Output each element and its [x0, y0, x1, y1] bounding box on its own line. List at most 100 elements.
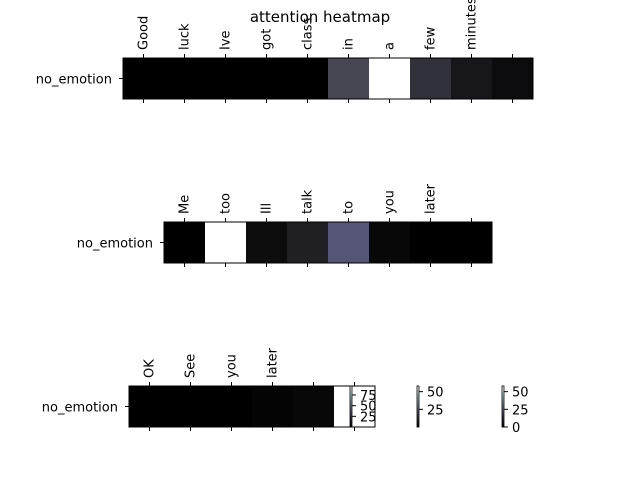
heatmap-panel-2: Me too Ill talk to you later no_emotion: [77, 183, 493, 267]
x-tick-label: class: [301, 18, 316, 50]
heatmap-cell: [246, 222, 288, 263]
colorbar-segment: [502, 394, 504, 397]
colorbar-segment: [502, 404, 504, 407]
heatmap-cell: [211, 386, 253, 427]
colorbar-segment: [417, 416, 419, 420]
colorbar-segment: [350, 414, 352, 418]
heatmap-cell: [369, 222, 411, 263]
heatmap-cell: [123, 58, 165, 99]
y-tick-label: no_emotion: [77, 237, 153, 252]
x-tick-label: OK: [143, 359, 158, 378]
colorbar-segment: [417, 412, 419, 415]
colorbar-segment: [350, 398, 352, 401]
x-tick-label: talk: [301, 189, 316, 214]
colorbar-segment: [502, 400, 504, 403]
colorbar-segment: [417, 420, 419, 424]
colorbar-tick-label: 0: [512, 421, 520, 436]
heatmap-panel-3: OK See you later no_emotion: [42, 347, 376, 431]
colorbar-segment: [417, 394, 419, 397]
colorbar-3: 50 25 0: [501, 385, 529, 436]
colorbar-segment: [350, 408, 352, 411]
colorbar-segment: [417, 398, 419, 401]
heatmap-cell: [170, 386, 212, 427]
colorbar-segment: [417, 404, 419, 407]
colorbar-segment: [417, 424, 419, 428]
colorbar-segment: [502, 424, 504, 428]
colorbar-segment: [502, 414, 504, 418]
x-tick-label: later: [424, 183, 439, 214]
colorbar-tick-label: 25: [427, 403, 444, 418]
colorbar-segment: [350, 394, 352, 397]
x-tick-label: luck: [178, 23, 193, 50]
heatmap-cell: [410, 222, 452, 263]
x-tick-label: few: [424, 26, 439, 50]
colorbar-segment: [417, 390, 419, 393]
x-tick-label: you: [225, 354, 240, 378]
colorbar-frame: [501, 385, 505, 428]
x-tick-label: too: [219, 193, 234, 214]
colorbar-segment: [417, 392, 419, 395]
colorbar-segment: [417, 402, 419, 405]
colorbar-segment: [502, 412, 504, 415]
colorbar-segment: [350, 422, 352, 426]
colorbar-segment: [350, 418, 352, 422]
colorbar-frame: [416, 385, 420, 428]
heatmap-panel-1: Good luck Ive got class in a few minutes no_emoti…: [36, 0, 534, 103]
colorbar-segment: [417, 408, 419, 411]
x-tick-label: you: [383, 190, 398, 214]
x-tick-label: got: [260, 29, 275, 50]
x-tick-label: to: [342, 201, 357, 214]
x-tick-label: Ill: [260, 203, 275, 214]
x-tick-label: See: [184, 354, 199, 378]
colorbar-segment: [350, 420, 352, 424]
heatmap-cell: [369, 58, 411, 99]
colorbar-segment: [502, 392, 504, 395]
colorbar-segment: [417, 422, 419, 426]
colorbar-segment: [502, 390, 504, 393]
colorbar-segment: [350, 392, 352, 395]
heatmap-cell: [293, 386, 335, 427]
colorbar-segment: [417, 388, 419, 391]
heatmap-cell: [287, 58, 329, 99]
colorbar-segment: [350, 390, 352, 393]
colorbar-segment: [502, 402, 504, 405]
heatmap-cell: [410, 58, 452, 99]
colorbar-segment: [350, 402, 352, 405]
colorbar-segment: [502, 406, 504, 409]
heatmap-cell: [328, 222, 370, 263]
colorbar-segment: [502, 418, 504, 422]
colorbar-segment: [350, 406, 352, 409]
colorbar-segment: [502, 386, 504, 389]
colorbar-segment: [502, 398, 504, 401]
x-tick-label: Good: [137, 16, 152, 50]
colorbar-segment: [502, 410, 504, 413]
colorbar-segment: [502, 388, 504, 391]
heatmap-cell: [328, 58, 370, 99]
colorbar-segment: [350, 424, 352, 428]
colorbar-tick-label: 50: [360, 400, 377, 415]
colorbar-segment: [417, 410, 419, 413]
chart-title: attention heatmap: [250, 8, 390, 26]
y-tick-label: no_emotion: [42, 401, 118, 416]
colorbar-segment: [350, 416, 352, 420]
colorbar-frame: [349, 385, 353, 428]
heatmap-cell: [246, 58, 288, 99]
colorbar-segment: [502, 420, 504, 424]
x-tick-label: Me: [178, 195, 193, 214]
heatmap-cell: [287, 222, 329, 263]
colorbar-tick-label: 25: [512, 403, 529, 418]
colorbar-segment: [350, 386, 352, 389]
heatmap-panels: Good luck Ive got class in a few minutes no_emoti…: [36, 0, 534, 431]
heatmap-cell: [451, 222, 493, 263]
heatmap-cell: [451, 58, 493, 99]
colorbar-segment: [502, 408, 504, 411]
heatmap-cell: [205, 58, 247, 99]
colorbar-segment: [417, 418, 419, 422]
colorbar-segment: [417, 386, 419, 389]
colorbar-segment: [350, 400, 352, 403]
colorbar-segment: [502, 416, 504, 420]
